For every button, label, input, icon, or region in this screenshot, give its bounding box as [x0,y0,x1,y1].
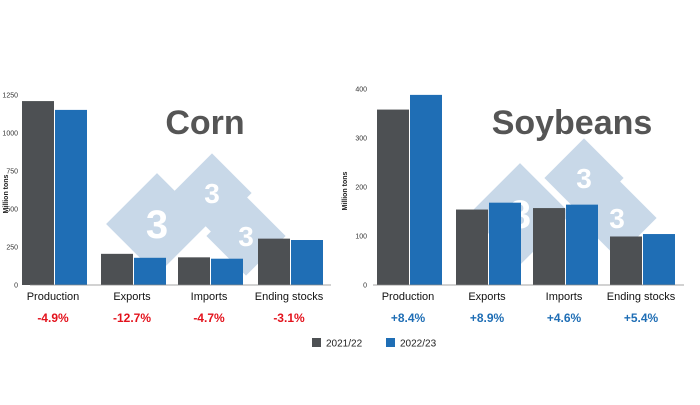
x-category-label: Exports [468,291,506,303]
x-category-label: Imports [191,291,228,303]
change-label: +8.4% [391,311,426,325]
change-label: -3.1% [273,311,305,325]
bar-2022-23-production [55,109,87,286]
x-category-label: Imports [546,291,583,303]
bar-2022-23-imports [566,204,598,285]
change-label: -12.7% [113,311,151,325]
y-axis-label: Million tons [3,174,10,213]
y-tick-label: 500 [6,207,18,214]
bar-2021-22-imports [533,208,565,285]
change-label: +5.4% [624,311,659,325]
bar-2021-22-exports [456,209,488,285]
bar-2021-22-production [377,109,409,285]
bar-2022-23-ending-stocks [643,234,675,285]
y-tick-label: 750 [6,169,18,176]
watermark-glyph: 3 [609,203,625,234]
y-axis-label: Million tons [342,171,349,210]
watermark-glyph: 3 [576,163,592,194]
change-label: -4.9% [37,311,69,325]
y-tick-label: 0 [14,283,18,290]
watermark-glyph: 3 [238,221,254,252]
bar-2022-23-ending-stocks [291,240,323,285]
y-tick-label: 1250 [2,93,18,100]
change-label: +4.6% [547,311,582,325]
y-tick-label: 250 [6,245,18,252]
legend: 2021/22 2022/23 [312,338,437,350]
x-category-label: Ending stocks [255,291,324,303]
y-tick-label: 200 [355,185,367,192]
bar-2021-22-production [22,101,54,285]
bar-2022-23-exports [489,202,521,285]
x-category-label: Ending stocks [607,291,676,303]
legend-label-2022-23: 2022/23 [400,339,437,350]
legend-label-2021-22: 2021/22 [326,339,363,350]
bar-2022-23-production [410,94,442,285]
watermark-glyph: 3 [146,203,168,247]
bar-2021-22-exports [101,253,133,285]
y-tick-label: 400 [355,87,367,94]
bar-2021-22-ending-stocks [610,236,642,285]
y-tick-label: 1000 [2,131,18,138]
change-label: -4.7% [193,311,225,325]
x-category-label: Exports [113,291,151,303]
chart-title: Soybeans [492,104,653,142]
legend-swatch-2021-22 [312,338,321,347]
x-category-label: Production [27,291,80,303]
y-tick-label: 300 [355,136,367,143]
bar-2022-23-imports [211,258,243,285]
x-category-label: Production [382,291,435,303]
legend-swatch-2022-23 [386,338,395,347]
bar-2021-22-imports [178,257,210,285]
bar-2022-23-exports [134,257,166,285]
change-label: +8.9% [470,311,505,325]
chart-title: Corn [165,104,244,142]
watermark-glyph: 3 [204,178,220,209]
bar-2021-22-ending-stocks [258,238,290,285]
y-tick-label: 0 [363,283,367,290]
y-tick-label: 100 [355,234,367,241]
